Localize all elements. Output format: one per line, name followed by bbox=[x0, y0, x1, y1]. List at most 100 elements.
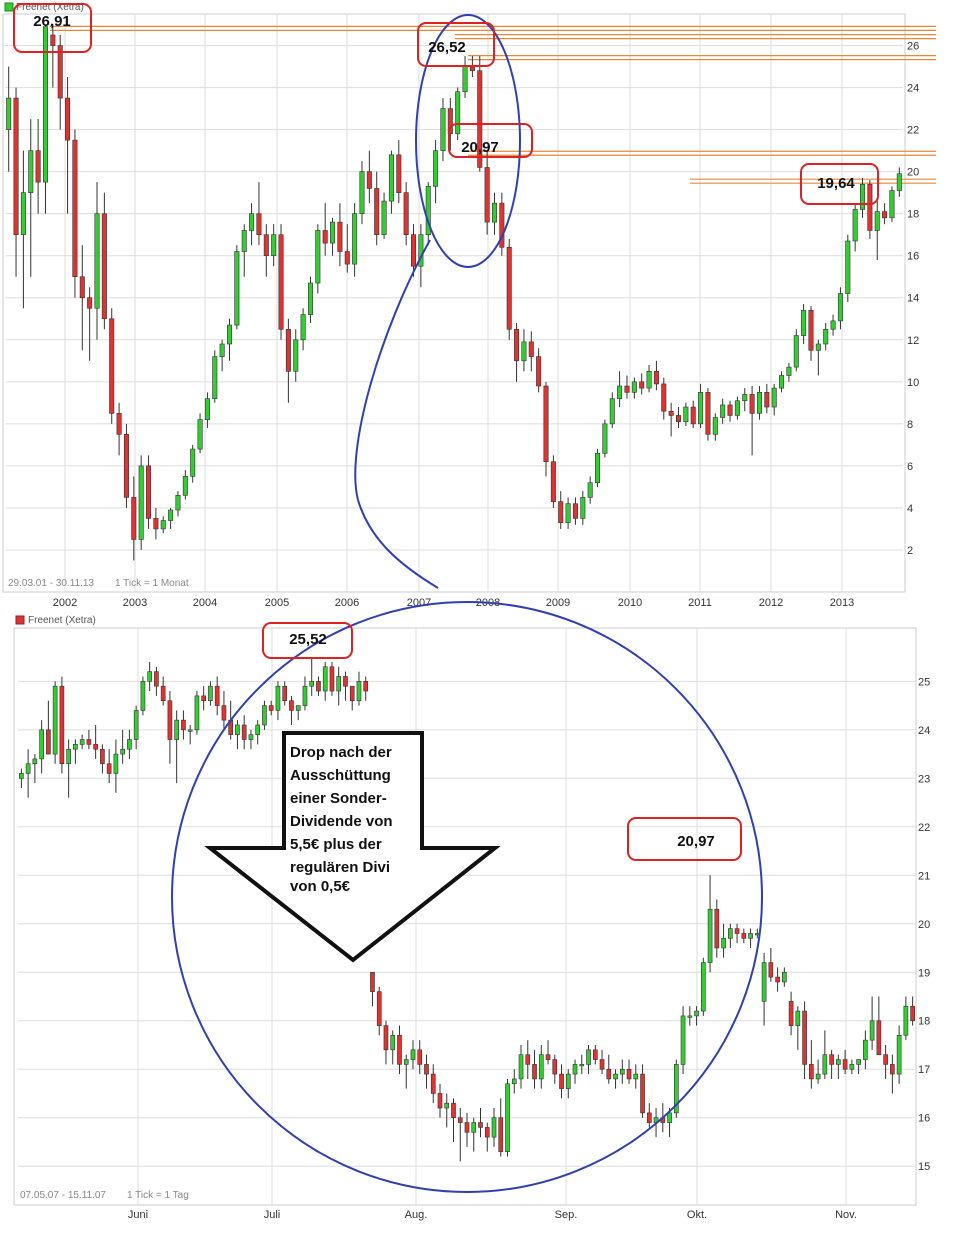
candle bbox=[721, 923, 726, 958]
callout-label: 19,64 bbox=[817, 175, 855, 192]
candle bbox=[268, 700, 274, 716]
top-range-label: 29.03.01 - 30.11.13 bbox=[8, 578, 94, 589]
y-tick-label: 18 bbox=[907, 209, 919, 221]
callout-box bbox=[800, 163, 879, 205]
x-tick-label: 2005 bbox=[265, 597, 289, 609]
candle bbox=[761, 952, 767, 1026]
candle-body-up bbox=[359, 171, 365, 214]
candle bbox=[39, 720, 44, 774]
callout-26-52: 26,52 bbox=[417, 22, 495, 67]
top-chart-frame bbox=[2, 13, 906, 593]
candle bbox=[194, 691, 200, 735]
y-tick-label: 19 bbox=[918, 967, 930, 979]
candle bbox=[830, 314, 836, 336]
candle-body-down bbox=[749, 394, 755, 414]
candle bbox=[690, 400, 696, 429]
candle-body-down bbox=[499, 202, 505, 248]
y-tick-label: 14 bbox=[907, 293, 919, 305]
candle bbox=[262, 700, 267, 730]
top-interval-label: 1 Tick = 1 Monat bbox=[115, 578, 189, 589]
candle-body-up bbox=[869, 1020, 875, 1041]
candle bbox=[396, 140, 402, 204]
candle-body-up bbox=[336, 676, 342, 692]
candle bbox=[25, 749, 31, 798]
candle-body-down bbox=[370, 971, 375, 992]
drop-arrow bbox=[204, 731, 501, 963]
candle bbox=[595, 449, 601, 487]
note-line-4: Dividende von bbox=[290, 813, 393, 830]
candle-body-down bbox=[123, 434, 129, 498]
candle bbox=[201, 686, 207, 711]
candle-body-down bbox=[403, 192, 409, 235]
candle bbox=[687, 1006, 693, 1026]
candle bbox=[860, 177, 866, 218]
candle bbox=[874, 201, 880, 260]
candle-body-up bbox=[174, 719, 179, 740]
candle bbox=[322, 203, 328, 256]
candle bbox=[352, 203, 358, 277]
candle-body-down bbox=[705, 392, 711, 435]
candle-body-up bbox=[410, 1049, 416, 1060]
candle-body-down bbox=[876, 1020, 882, 1055]
candle-body-up bbox=[782, 971, 787, 983]
candle-body-down bbox=[484, 167, 490, 223]
candle-body-down bbox=[72, 139, 78, 278]
candle bbox=[896, 1025, 902, 1084]
y-tick-label: 22 bbox=[918, 822, 930, 834]
candle bbox=[94, 182, 100, 340]
candle bbox=[28, 119, 34, 277]
callout-label: 26,91 bbox=[33, 13, 71, 30]
candle bbox=[433, 140, 439, 204]
candle bbox=[19, 768, 24, 789]
candle bbox=[455, 87, 461, 141]
candle-body-up bbox=[293, 339, 299, 372]
candle-body-up bbox=[680, 1015, 686, 1065]
top-chart-x-ticks: 2002 2003 2004 2005 2006 2007 2008 2009 2010 2011… bbox=[53, 597, 854, 609]
candle bbox=[403, 1054, 409, 1089]
candle bbox=[182, 470, 188, 500]
candle-body-down bbox=[437, 1093, 443, 1109]
candle bbox=[20, 150, 26, 309]
candle bbox=[330, 217, 336, 256]
callout-box bbox=[262, 622, 353, 659]
candle-body-down bbox=[285, 328, 291, 372]
candle bbox=[123, 423, 129, 508]
candle bbox=[248, 729, 254, 750]
candle bbox=[506, 238, 512, 340]
drop-annotation: Drop nach der Ausschüttung einer Sonder-… bbox=[290, 744, 393, 895]
callout-box bbox=[417, 22, 495, 67]
note-line-2: Ausschüttung bbox=[290, 767, 391, 784]
candle bbox=[727, 923, 733, 949]
candle bbox=[424, 1054, 429, 1089]
candle-body-up bbox=[903, 1005, 909, 1036]
candle-body-up bbox=[42, 26, 48, 183]
candle-body-down bbox=[146, 465, 152, 519]
candle-body-down bbox=[349, 685, 355, 702]
candle-body-down bbox=[181, 719, 186, 731]
candle-body-up bbox=[315, 230, 321, 284]
candle bbox=[356, 671, 362, 706]
candle bbox=[808, 306, 814, 361]
candle bbox=[337, 203, 343, 267]
candle bbox=[565, 1069, 571, 1099]
candle bbox=[633, 1064, 639, 1089]
y-tick-label: 24 bbox=[907, 83, 919, 95]
candle bbox=[72, 129, 78, 298]
candle bbox=[106, 749, 112, 784]
candle bbox=[425, 182, 431, 246]
candle-body-down bbox=[543, 385, 549, 462]
candle bbox=[756, 386, 762, 420]
callout-label: 20,97 bbox=[461, 139, 499, 156]
candle bbox=[552, 1054, 558, 1084]
candle-body-down bbox=[214, 685, 220, 706]
candle-body-down bbox=[668, 410, 674, 416]
candle-body-up bbox=[455, 91, 461, 135]
candle bbox=[146, 455, 152, 529]
y-tick-label: 16 bbox=[918, 1113, 930, 1125]
candle bbox=[823, 322, 829, 351]
candle bbox=[100, 744, 105, 774]
candle-body-down bbox=[764, 392, 770, 408]
candle-body-up bbox=[127, 739, 132, 750]
candle-body-down bbox=[558, 501, 564, 523]
candle-body-up bbox=[208, 685, 213, 702]
